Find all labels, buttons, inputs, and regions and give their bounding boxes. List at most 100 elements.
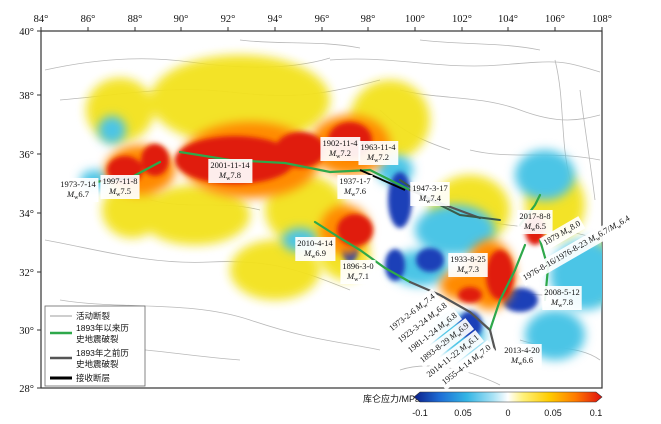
event-magnitude: Mw7.2	[328, 148, 351, 160]
event-date: 2010-4-14	[297, 238, 333, 248]
event-labels: 1973-7-14Mw6.71997-11-8Mw7.52001-11-14Mw…	[58, 137, 636, 391]
event-label-bg	[340, 260, 376, 284]
event-date: 1933-8-25	[450, 254, 485, 264]
event-magnitude: Mw7.4	[418, 193, 442, 205]
lat-tick: 38°	[19, 91, 34, 102]
colorbar-tick: 0.05	[544, 408, 562, 418]
event-label-bg	[208, 159, 253, 183]
event-label-bg	[542, 286, 582, 310]
lon-tick: 88°	[128, 14, 143, 25]
event-label-bg	[437, 340, 497, 391]
event-label-bg	[517, 210, 553, 234]
event-label-bg	[384, 288, 441, 337]
legend-label-faults: 活动断裂	[76, 311, 111, 321]
colorbar-tick: 0.1	[590, 408, 603, 418]
event-label-bg	[295, 237, 336, 261]
lat-tick: 40°	[19, 27, 34, 38]
event-label-bg	[58, 178, 99, 202]
colorbar-title: 库仑应力/MPa	[363, 393, 420, 404]
legend-label-historic: 1893年之前历	[76, 348, 129, 358]
event-date: 2013-4-20	[504, 345, 539, 355]
lat-tick: 36°	[19, 150, 34, 161]
lat-tick: 30°	[19, 326, 34, 337]
event-date: 1937-1-7	[339, 176, 370, 186]
event-date: 1896-3-0	[342, 261, 373, 271]
lon-tick: 98°	[361, 14, 376, 25]
axis-ticks	[37, 27, 603, 389]
event-label-bg	[320, 137, 361, 161]
lon-tick: 108°	[592, 14, 612, 25]
legend-label-historic-2: 史地震破裂	[76, 359, 119, 369]
event-magnitude: Mw7.3	[456, 264, 479, 276]
lon-tick: 90°	[174, 14, 189, 25]
colorbar-tick: 0.05	[454, 408, 472, 418]
legend-label-recent-2: 史地震破裂	[76, 334, 119, 344]
event-magnitude: Mw7.2	[366, 152, 389, 164]
event-magnitude: Mw6.7	[66, 189, 89, 201]
colorbar-tick: 0	[505, 408, 510, 418]
lon-tick: 100°	[405, 14, 425, 25]
lon-tick: 106°	[545, 14, 565, 25]
event-date: 1963-11-4	[360, 142, 396, 152]
colorbar-tick: -0.1	[412, 408, 428, 418]
event-date: 2008-5-12	[544, 287, 579, 297]
lat-tick: 32°	[19, 268, 34, 279]
colorbar: 库仑应力/MPa -0.1 0.05 0 0.05 0.1	[363, 391, 603, 418]
event-label-bg	[337, 175, 373, 199]
legend-label-receiver: 接收断层	[76, 373, 110, 383]
event-magnitude: Mw7.5	[108, 186, 131, 198]
event-date: 1973-7-14	[60, 179, 96, 189]
legend-label-recent: 1893年以来历	[76, 323, 129, 333]
event-label-bg	[410, 182, 450, 206]
lat-labels: 40° 38° 36° 34° 32° 30° 28°	[19, 27, 34, 395]
event-date: 1902-11-4	[322, 138, 358, 148]
lon-tick: 94°	[268, 14, 283, 25]
event-date: 2001-11-14	[210, 160, 250, 170]
lat-tick: 28°	[19, 384, 34, 395]
event-label-bg	[539, 216, 586, 251]
event-label-bg	[448, 253, 488, 277]
event-label-bg	[403, 308, 463, 359]
event-date: 1947-3-17	[412, 183, 447, 193]
event-label-bg	[358, 141, 399, 165]
lon-tick: 84°	[34, 14, 49, 25]
lon-tick: 92°	[221, 14, 236, 25]
legend: 活动断裂 1893年以来历 史地震破裂 1893年之前历 史地震破裂 接收断层	[44, 305, 146, 387]
event-magnitude: Mw7.8	[218, 170, 241, 182]
event-magnitude: Mw6.5	[523, 221, 546, 233]
event-label-bg	[100, 175, 140, 199]
event-label-bg	[415, 318, 475, 369]
event-magnitude: Mw7.8	[550, 297, 573, 309]
event-label-bg	[502, 344, 542, 368]
event-magnitude: Mw7.1	[346, 271, 369, 283]
lon-tick: 86°	[81, 14, 96, 25]
lat-tick: 34°	[19, 209, 34, 220]
event-magnitude: Mw6.9	[303, 248, 326, 260]
lon-tick: 96°	[315, 14, 330, 25]
event-magnitude: Mw7.6	[343, 186, 366, 198]
event-date: 1997-11-8	[102, 176, 137, 186]
lon-labels: 84° 86° 88° 90° 92° 94° 96° 98° 100° 102…	[34, 14, 612, 25]
event-date: 2017-8-8	[519, 211, 550, 221]
event-label-bg	[422, 330, 485, 383]
event-magnitude: Mw6.6	[510, 355, 533, 367]
event-label-bg	[393, 298, 453, 349]
lon-tick: 104°	[498, 14, 518, 25]
